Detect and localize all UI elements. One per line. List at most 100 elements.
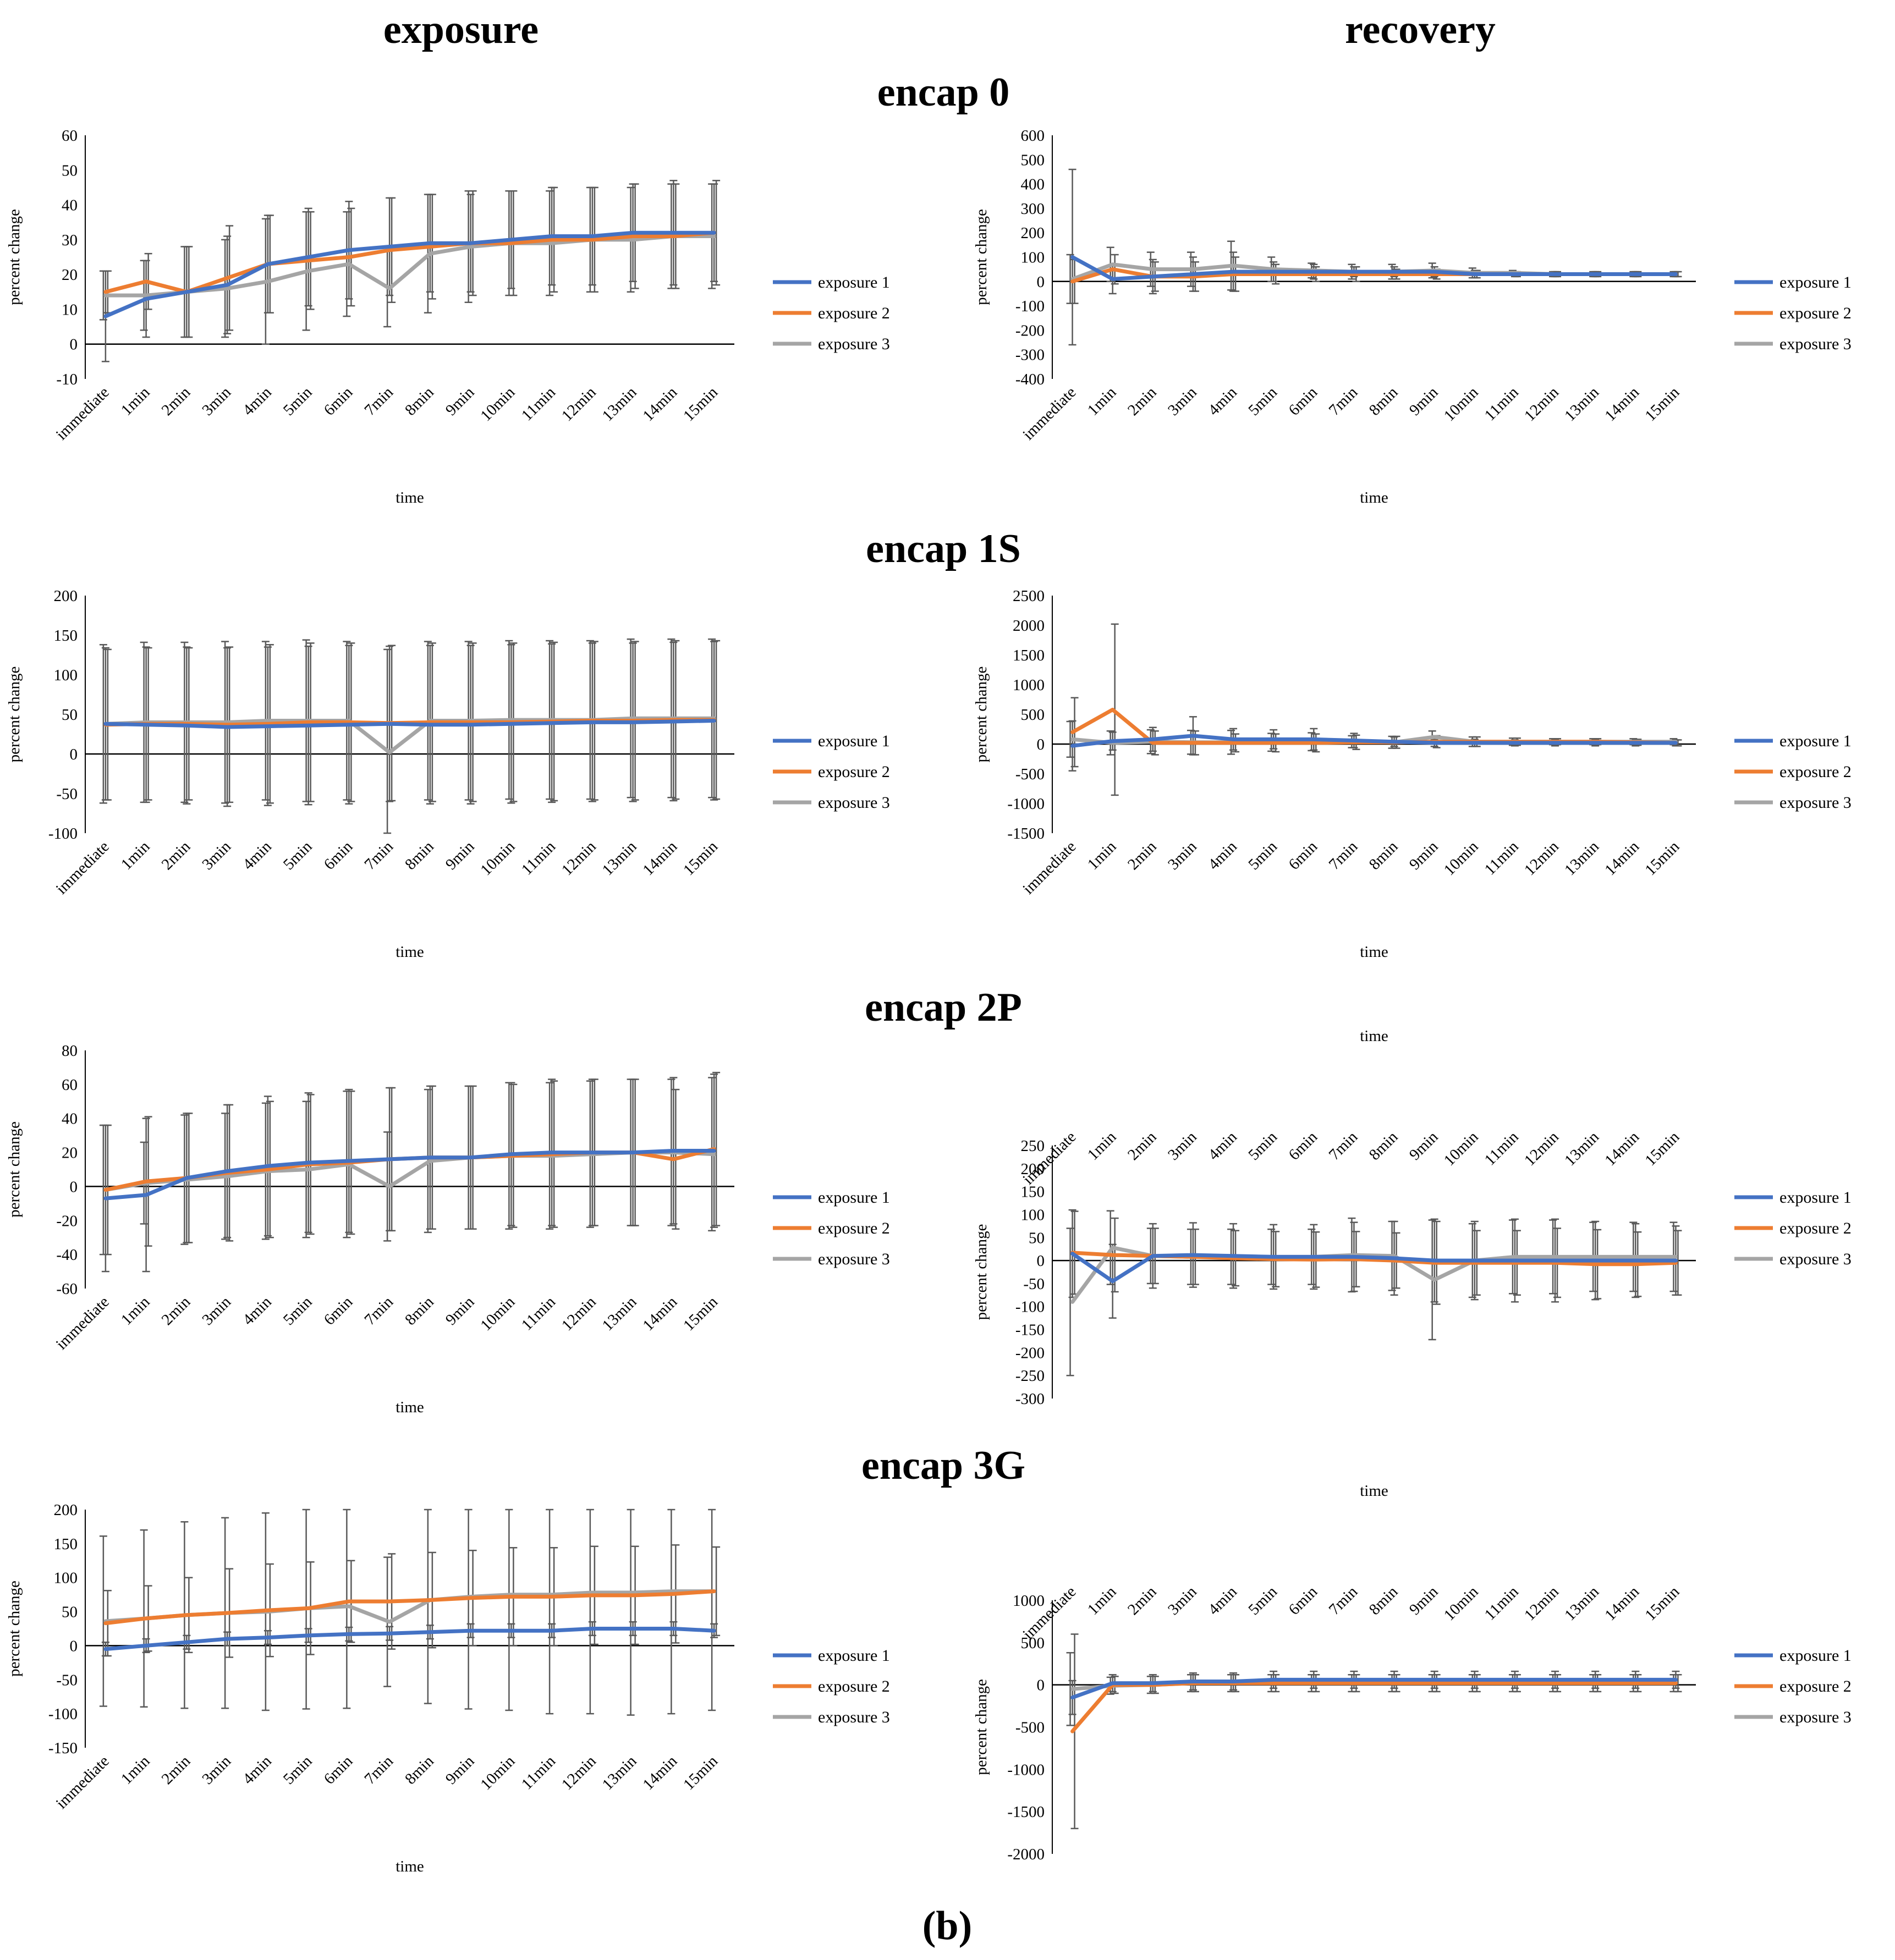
x-axis-label: time [396,1399,424,1416]
x-axis-label: time [1360,1482,1388,1500]
x-tick-label: 2min [1124,1583,1160,1618]
y-tick-label: 300 [1021,200,1045,218]
y-tick-label: 50 [62,162,78,179]
y-tick-label: 50 [62,1604,78,1621]
legend-label: exposure 1 [1779,732,1852,750]
y-tick-label: 60 [62,1076,78,1094]
legend-label: exposure 3 [1779,1708,1852,1726]
y-tick-label: -60 [56,1280,78,1298]
y-tick-label: -200 [1015,322,1045,339]
legend-label: exposure 1 [818,1188,890,1207]
y-tick-label: -20 [56,1212,78,1230]
x-tick-label: 14min [1601,1583,1643,1624]
y-axis-label: percent change [6,209,23,305]
x-tick-label: 10min [1441,1583,1482,1624]
y-tick-label: 250 [1021,1137,1045,1155]
legend-label: exposure 1 [1779,273,1852,291]
x-tick-label: 12min [1521,1583,1562,1624]
legend-label: exposure 1 [818,732,890,750]
y-tick-label: 0 [70,746,78,763]
figure-caption: (b) [922,1903,973,1948]
legend-label: exposure 2 [818,304,890,322]
series-line-exposure-1 [103,1627,716,1651]
series-line-exposure-2 [1070,1681,1678,1733]
legend-label: exposure 2 [1779,1677,1852,1695]
y-tick-label: -500 [1015,1719,1045,1737]
exposure-column-header: exposure [383,7,539,52]
y-tick-label: 100 [1021,1206,1045,1224]
legend-label: exposure 1 [818,273,890,291]
y-tick-label: 600 [1021,127,1045,145]
y-tick-label: -40 [56,1246,78,1264]
y-tick-label: 0 [1037,1677,1045,1694]
y-axis-label: percent change [6,667,23,763]
legend-label: exposure 2 [1779,763,1852,781]
y-tick-label: 200 [1021,224,1045,242]
x-tick-label: 8min [1366,1583,1402,1618]
legend-label: exposure 3 [1779,1250,1852,1268]
encap-3g-title: encap 3G [861,1443,1026,1488]
y-tick-label: 1000 [1013,1592,1045,1610]
y-tick-label: 500 [1021,706,1045,724]
y-tick-label: 1000 [1013,676,1045,694]
y-tick-label: -250 [1015,1367,1045,1385]
legend-label: exposure 2 [818,1677,890,1695]
y-tick-label: 500 [1021,1634,1045,1652]
x-tick-label: 1min [1084,1583,1120,1618]
y-axis-label: percent change [973,209,990,305]
encap-1s-title: encap 1S [866,526,1021,571]
legend-label: exposure 3 [818,1250,890,1268]
legend-label: exposure 3 [818,1708,890,1726]
x-tick-label: 6min [1285,1583,1321,1618]
y-tick-label: -400 [1015,371,1045,388]
y-tick-label: 30 [62,232,78,249]
legend-label: exposure 1 [818,1647,890,1665]
series-line-exposure-1 [1070,1252,1678,1284]
y-tick-label: 80 [62,1042,78,1060]
x-tick-label: 13min [1561,1583,1602,1624]
series-line-exposure-1 [1070,1677,1678,1700]
encap-0-title: encap 0 [877,70,1010,115]
x-tick-label: 7min [1326,1583,1361,1618]
y-tick-label: -1500 [1007,1803,1045,1821]
y-tick-label: -150 [1015,1322,1045,1339]
y-tick-label: -300 [1015,346,1045,364]
legend-label: exposure 3 [1779,794,1852,812]
x-axis-label: time [1360,489,1388,506]
y-tick-label: 0 [70,1178,78,1196]
legend-label: exposure 2 [1779,1219,1852,1237]
series-line-exposure-1 [103,1149,716,1201]
x-tick-label: 15min [1641,1583,1683,1624]
y-tick-label: 150 [54,1535,78,1553]
y-tick-label: 0 [1037,273,1045,291]
x-tick-label: 9min [1406,1583,1442,1618]
x-axis-label: time [396,1858,424,1875]
x-tick-label: 3min [1165,1583,1200,1618]
encap-2p-title: encap 2P [865,985,1022,1030]
x-axis-label: time [1360,943,1388,961]
y-tick-label: 200 [54,1501,78,1519]
y-tick-label: 200 [1021,1160,1045,1178]
y-tick-label: -150 [48,1739,78,1757]
legend-label: exposure 1 [1779,1188,1852,1207]
y-tick-label: 100 [1021,249,1045,267]
y-tick-label: -300 [1015,1390,1045,1408]
recovery-column-header: recovery [1345,7,1496,52]
y-tick-label: 10 [62,301,78,318]
x-tick-label: 11min [1481,1583,1523,1624]
y-axis-label: percent change [973,1679,990,1775]
series-line-exposure-1 [103,719,716,729]
legend-label: exposure 3 [818,335,890,353]
series-line-exposure-1 [1070,734,1678,748]
y-tick-label: -100 [48,1705,78,1723]
legend-label: exposure 2 [818,763,890,781]
series-line-exposure-1 [1070,255,1678,281]
y-tick-label: 2000 [1013,617,1045,635]
y-tick-label: 60 [62,127,78,145]
y-tick-label: 0 [70,1637,78,1655]
